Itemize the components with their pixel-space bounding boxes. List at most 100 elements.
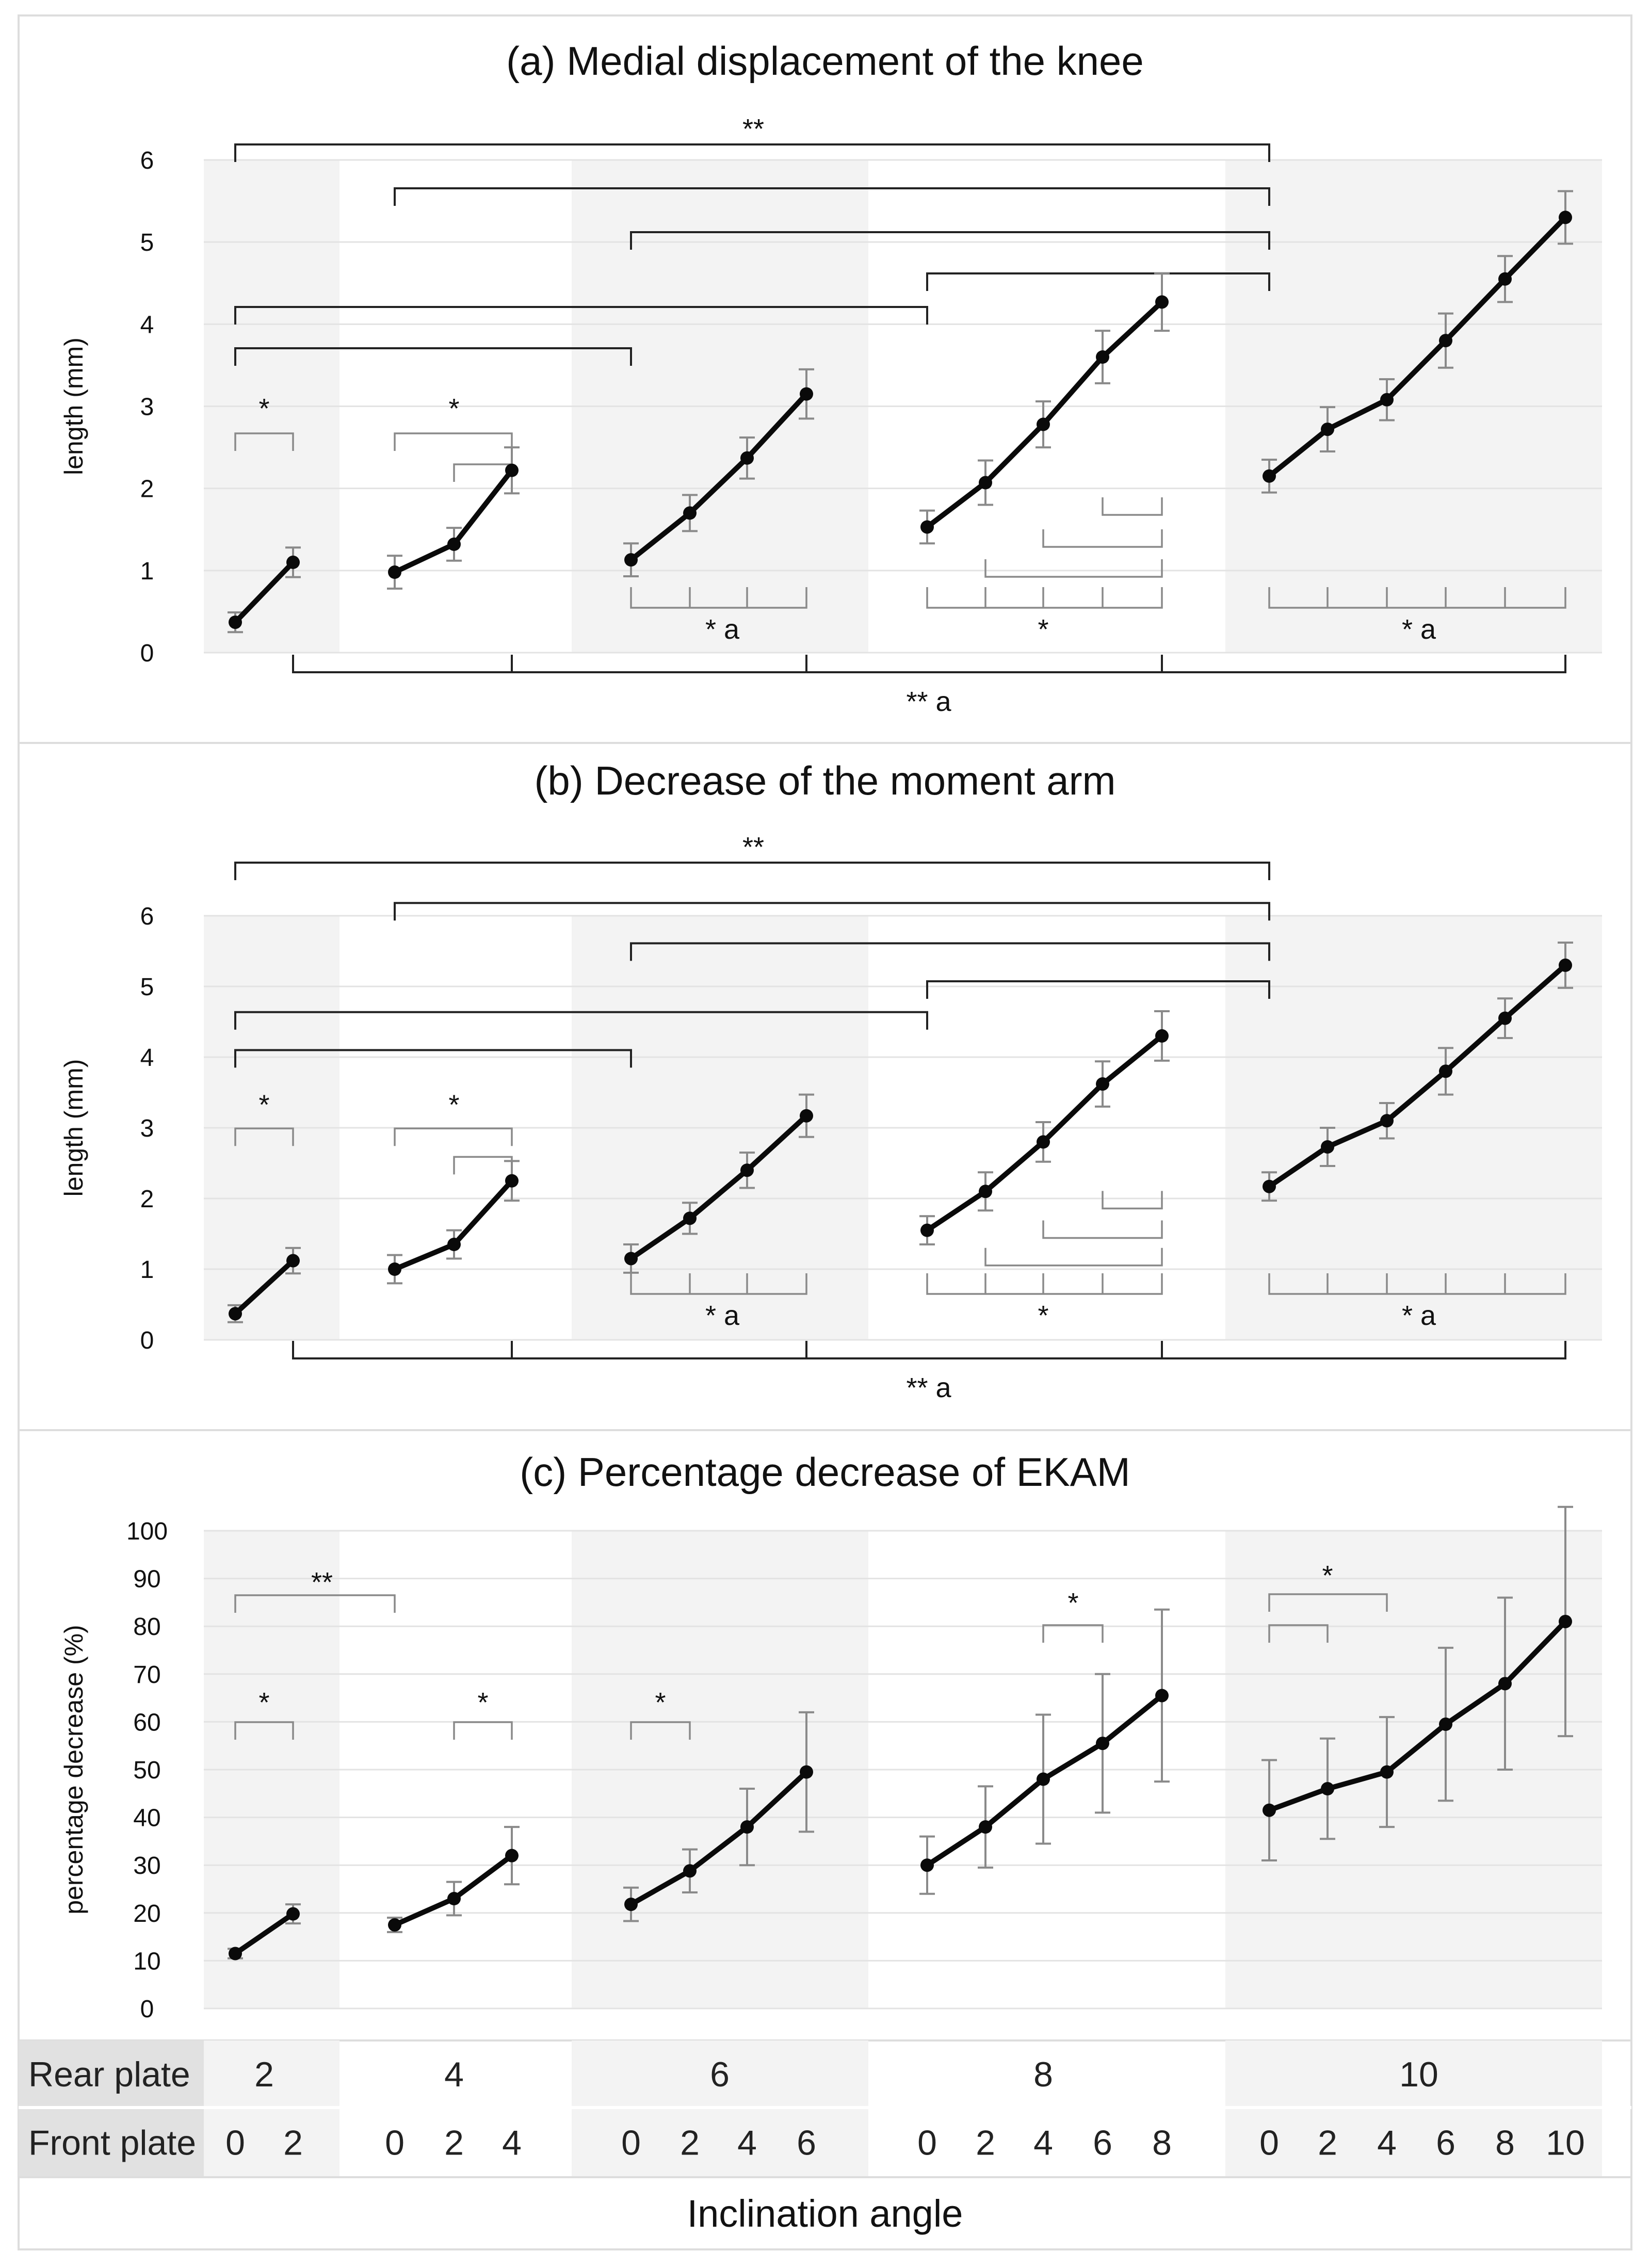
significance-mark: * a [1402, 614, 1436, 645]
significance-mark: * [258, 393, 269, 424]
y-tick-label: 10 [133, 1948, 160, 1975]
series-line [233, 1258, 295, 1316]
data-point [388, 565, 401, 579]
significance-bracket [394, 902, 1270, 921]
front-plate-value: 6 [1093, 2124, 1112, 2163]
data-point [1380, 393, 1394, 407]
data-point [1263, 1179, 1276, 1193]
data-point [800, 1109, 813, 1123]
significance-mark: ** a [906, 686, 951, 717]
figure-border [18, 14, 1632, 2250]
y-tick-label: 2 [140, 1186, 154, 1213]
data-point [683, 1211, 697, 1225]
y-tick-label: 3 [140, 394, 154, 421]
series-line [926, 1034, 1164, 1233]
front-plate-value: 0 [1259, 2124, 1279, 2163]
significance-bracket [292, 1341, 1566, 1359]
y-axis-label: length (mm) [59, 337, 88, 475]
significance-bracket [926, 980, 1270, 999]
data-point [624, 1252, 638, 1266]
data-point [740, 1820, 754, 1834]
y-tick-label: 80 [133, 1613, 160, 1641]
front-plate-value: 0 [621, 2124, 641, 2163]
front-plate-value: 4 [737, 2124, 757, 2163]
series-line [629, 392, 808, 562]
significance-bracket [1042, 529, 1163, 548]
data-point [979, 476, 992, 490]
series-line [1268, 963, 1567, 1189]
significance-mark: * [1067, 1587, 1078, 1618]
series-line [1267, 215, 1567, 478]
data-point [920, 520, 934, 534]
significance-bracket [1268, 1273, 1566, 1295]
data-point [1037, 1772, 1050, 1786]
significance-mark: ** [742, 114, 764, 144]
significance-bracket [234, 1594, 396, 1613]
data-point [505, 1849, 519, 1862]
data-point [740, 451, 754, 465]
data-point [624, 553, 638, 567]
significance-bracket [453, 1721, 513, 1740]
data-point [740, 1163, 754, 1177]
significance-mark: * [1038, 1300, 1048, 1331]
data-point [920, 1223, 934, 1237]
data-point [1263, 469, 1276, 483]
panel-title: (b) Decrease of the moment arm [534, 758, 1115, 803]
rear-plate-value: 2 [254, 2055, 274, 2094]
significance-mark: * [448, 1090, 459, 1121]
front-plate-value: 8 [1495, 2124, 1515, 2163]
data-point [1037, 417, 1050, 431]
data-point [1321, 1140, 1334, 1154]
y-tick-label: 100 [126, 1518, 168, 1545]
y-tick-label: 0 [140, 1327, 154, 1354]
series-line [629, 1770, 808, 1907]
data-point [800, 1765, 813, 1779]
significance-bracket [292, 655, 1566, 673]
data-point [1155, 295, 1169, 309]
significance-mark: * a [1402, 1300, 1436, 1331]
y-tick-label: 2 [140, 476, 154, 503]
data-point [1380, 1114, 1394, 1128]
significance-bracket [630, 587, 807, 609]
rear-plate-label: Rear plate [28, 2055, 190, 2094]
significance-bracket [234, 1721, 294, 1740]
data-point [286, 555, 300, 569]
y-tick-label: 90 [133, 1566, 160, 1593]
y-tick-label: 50 [133, 1757, 160, 1784]
significance-bracket [234, 432, 294, 451]
front-plate-value: 2 [283, 2124, 303, 2163]
front-plate-value: 2 [444, 2124, 464, 2163]
data-point [1439, 1718, 1452, 1731]
data-point [1155, 1689, 1169, 1703]
significance-bracket [394, 432, 513, 451]
significance-bracket [926, 1273, 1163, 1295]
data-point [1263, 1803, 1276, 1817]
rear-plate-value: 4 [444, 2055, 464, 2094]
front-plate-value: 4 [1377, 2124, 1397, 2163]
data-point [447, 537, 461, 551]
significance-mark: ** [742, 832, 764, 863]
data-point [1559, 210, 1572, 224]
data-point [229, 1307, 242, 1321]
significance-bracket [234, 306, 928, 325]
data-point [229, 1947, 242, 1961]
significance-bracket [630, 1721, 691, 1740]
y-tick-label: 60 [133, 1709, 160, 1736]
data-point [979, 1820, 992, 1834]
front-plate-value: 4 [1033, 2124, 1053, 2163]
group-bands [204, 160, 1602, 2008]
front-plate-label: Front plate [28, 2124, 196, 2163]
front-plate-value: 4 [502, 2124, 522, 2163]
front-plate-value: 10 [1546, 2124, 1585, 2163]
data-point [1498, 1677, 1512, 1691]
significance-bracket [234, 143, 1270, 162]
significance-bracket [926, 587, 1163, 609]
front-plate-value: 0 [225, 2124, 245, 2163]
rear-plate-value: 10 [1399, 2055, 1438, 2094]
front-plate-value: 6 [1436, 2124, 1455, 2163]
significance-brackets [234, 143, 1566, 1740]
data-point [286, 1254, 300, 1268]
data-point [505, 463, 519, 477]
significance-bracket [234, 1049, 632, 1068]
